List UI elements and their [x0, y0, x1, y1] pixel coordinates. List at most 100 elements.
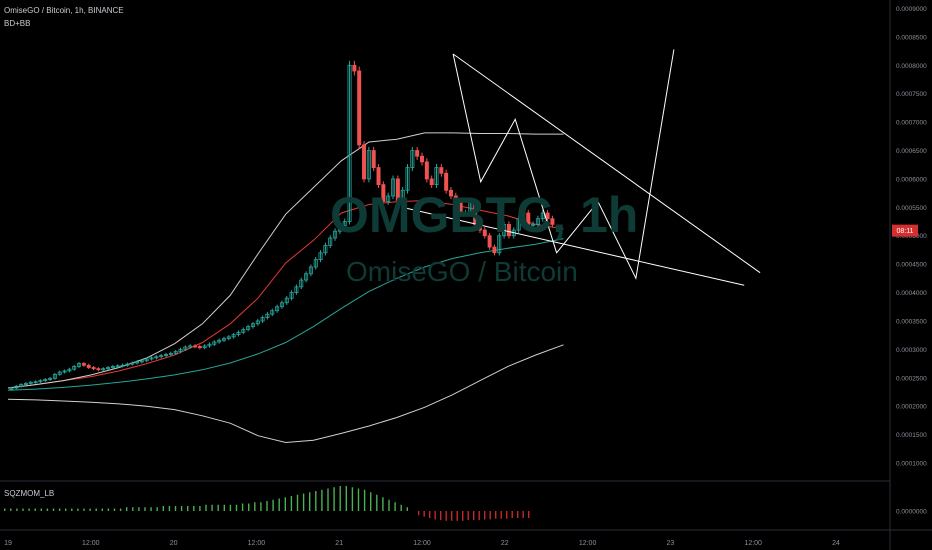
- candle-body: [299, 279, 304, 288]
- series-line-basis: [7, 238, 564, 391]
- x-tick-label: 21: [335, 540, 343, 547]
- x-tick-label: 20: [170, 540, 178, 547]
- momentum-bar-negative: [528, 511, 530, 518]
- momentum-bar-positive: [138, 507, 140, 511]
- candle-body: [284, 297, 289, 304]
- zigzag-projection[interactable]: [452, 49, 675, 280]
- candle-body: [482, 229, 487, 237]
- candle-body: [77, 363, 82, 367]
- momentum-bar-positive: [254, 502, 256, 511]
- candle-body: [463, 212, 468, 215]
- candle-body: [19, 384, 24, 387]
- momentum-bar-positive: [296, 494, 299, 511]
- momentum-bar-positive: [205, 504, 207, 511]
- x-tick-label: 23: [667, 540, 675, 547]
- candle-body: [521, 212, 526, 220]
- series-line-ema: [7, 199, 564, 389]
- indicator-label[interactable]: BD+BB: [4, 19, 31, 28]
- momentum-bar-positive: [28, 508, 30, 511]
- momentum-bar-negative: [451, 511, 453, 521]
- momentum-bar-negative: [467, 511, 469, 521]
- y-tick-label: 0.0007500: [896, 91, 927, 98]
- x-tick-label: 12:00: [82, 540, 100, 547]
- upper-trendline[interactable]: [452, 53, 761, 274]
- candle-body: [149, 357, 154, 360]
- momentum-bar-positive: [376, 494, 378, 511]
- candle-body: [415, 150, 420, 157]
- candle-body: [33, 381, 38, 384]
- candle-body: [540, 212, 545, 220]
- y-tick-label: 0.0005000: [896, 233, 927, 240]
- candle-body: [323, 244, 328, 254]
- candle-body: [91, 367, 96, 370]
- candle-body: [448, 189, 453, 197]
- momentum-bar-positive: [16, 508, 18, 511]
- candle-body: [178, 348, 183, 353]
- lower-trendline[interactable]: [404, 207, 745, 286]
- momentum-bar-positive: [235, 504, 238, 511]
- candle-body: [395, 178, 400, 203]
- candle-body: [313, 259, 318, 268]
- price-badge-label: 08:11: [897, 228, 914, 235]
- y-tick-label: 0.0008500: [896, 34, 927, 41]
- candle-body: [429, 178, 434, 186]
- series-line-upper-band: [7, 132, 564, 389]
- x-tick-label: 24: [832, 540, 840, 547]
- momentum-bar-negative: [445, 511, 447, 521]
- candle-body: [337, 225, 342, 232]
- momentum-bar-positive: [107, 508, 110, 511]
- sub-pane-label[interactable]: SQZMOM_LB: [4, 489, 55, 498]
- y-tick-label: 0.0009000: [896, 6, 927, 13]
- candle-body: [110, 365, 115, 368]
- candle-body: [183, 346, 188, 350]
- momentum-bar-negative: [473, 511, 475, 521]
- momentum-bar-positive: [89, 508, 91, 511]
- candle-body: [400, 189, 405, 203]
- momentum-bar-positive: [223, 504, 225, 511]
- candle-body: [477, 223, 482, 231]
- y-tick-label: 0.0003000: [896, 347, 927, 354]
- watermark-ticker: OMGBTC, 1h: [330, 187, 639, 243]
- candle-body: [62, 370, 67, 373]
- momentum-bar-positive: [22, 508, 24, 511]
- candle-body: [270, 310, 275, 315]
- candle-body: [246, 326, 251, 330]
- momentum-bar-negative: [456, 511, 458, 521]
- momentum-bar-positive: [156, 507, 158, 511]
- momentum-bar-positive: [284, 497, 286, 511]
- momentum-bar-negative: [418, 511, 420, 516]
- y-tick-label: 0.0005500: [896, 205, 927, 212]
- candle-body: [550, 218, 555, 225]
- momentum-bar-positive: [144, 507, 146, 511]
- candle-body: [531, 223, 536, 226]
- momentum-bar-positive: [211, 504, 213, 511]
- momentum-bar-negative: [506, 511, 508, 519]
- momentum-bar-negative: [429, 511, 431, 518]
- candle-body: [318, 252, 323, 260]
- momentum-bar-positive: [382, 497, 384, 511]
- y-tick-label: 0.0002500: [896, 375, 927, 382]
- candle-body: [458, 201, 463, 214]
- price-badge: [892, 224, 918, 237]
- candle-body: [255, 320, 260, 325]
- momentum-bar-positive: [363, 489, 366, 511]
- candle-body: [28, 381, 33, 384]
- y-tick-label: 0.0004500: [896, 262, 927, 269]
- momentum-bar-negative: [423, 511, 425, 517]
- candle-body: [342, 221, 347, 226]
- momentum-bar-positive: [71, 508, 73, 511]
- candle-body: [453, 195, 458, 203]
- momentum-bar-positive: [302, 493, 305, 511]
- candle-body: [308, 266, 313, 275]
- candle-body: [207, 343, 212, 347]
- y-tick-label: 0.0001500: [896, 432, 927, 439]
- candle-body: [386, 195, 391, 203]
- momentum-bar-positive: [327, 488, 329, 511]
- momentum-bar-positive: [321, 489, 323, 511]
- candle-body: [130, 362, 135, 365]
- candle-body: [52, 373, 57, 379]
- candle-body: [371, 150, 376, 168]
- momentum-bar-positive: [101, 508, 103, 511]
- momentum-bar-negative: [511, 511, 513, 518]
